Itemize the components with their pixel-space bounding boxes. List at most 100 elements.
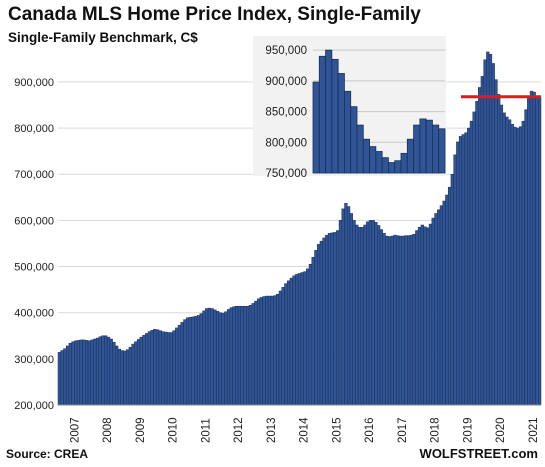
main-bar-7 xyxy=(76,340,81,406)
main-bar-78 xyxy=(270,295,274,406)
main-bar-2 xyxy=(63,348,67,406)
main-bar-11 xyxy=(87,340,91,406)
main-bar-72 xyxy=(254,300,258,406)
main-bar-125 xyxy=(398,235,403,406)
main-bar-41 xyxy=(169,332,173,406)
main-bar-93 xyxy=(311,257,315,406)
main-bar-102 xyxy=(336,230,340,406)
main-bar-141 xyxy=(442,200,446,406)
inset-bar-11 xyxy=(381,157,389,174)
main-bar-37 xyxy=(158,330,162,406)
main-bar-17 xyxy=(104,335,108,406)
main-bar-172 xyxy=(527,96,531,406)
main-bar-108 xyxy=(352,220,356,406)
main-bar-130 xyxy=(412,233,416,406)
inset-bar-18 xyxy=(425,119,433,174)
main-x-tick-label: 2008 xyxy=(102,417,114,443)
main-bar-119 xyxy=(382,233,386,406)
main-bar-63 xyxy=(229,307,233,406)
main-bar-34 xyxy=(150,329,154,406)
main-bar-106 xyxy=(347,206,351,406)
inset-bar-17 xyxy=(419,118,427,174)
inset-bar-10 xyxy=(375,151,383,174)
main-y-tick-label: 300,000 xyxy=(14,354,54,366)
main-bar-54 xyxy=(205,308,209,406)
main-bar-161 xyxy=(497,94,501,406)
main-bar-150 xyxy=(467,127,471,406)
main-bar-47 xyxy=(186,317,190,406)
main-bar-3 xyxy=(65,345,70,406)
main-bar-35 xyxy=(153,329,157,406)
main-bar-87 xyxy=(295,274,299,406)
main-bar-23 xyxy=(120,350,124,406)
main-bar-175 xyxy=(535,95,539,406)
main-bar-71 xyxy=(251,303,255,406)
inset-bar-15 xyxy=(406,138,414,174)
main-bar-18 xyxy=(106,336,111,406)
inset-y-tick-label: 750,000 xyxy=(265,168,307,180)
main-bar-115 xyxy=(371,220,375,406)
main-bar-46 xyxy=(183,319,187,406)
chart-title: Canada MLS Home Price Index, Single-Fami… xyxy=(8,4,421,25)
main-x-tick-label: 2015 xyxy=(331,417,343,443)
main-bar-60 xyxy=(221,312,225,406)
main-bar-139 xyxy=(437,209,441,406)
inset-chart: 750,000 800,000 850,000 900,000 950,000 xyxy=(253,36,446,180)
main-bar-38 xyxy=(161,331,165,406)
main-bar-126 xyxy=(401,235,405,406)
main-bar-171 xyxy=(524,109,528,406)
inset-bar-19 xyxy=(432,124,440,174)
main-bar-170 xyxy=(521,120,525,406)
main-bar-62 xyxy=(226,309,231,406)
main-bar-51 xyxy=(196,315,201,406)
main-bar-154 xyxy=(477,87,482,406)
main-x-tick-label: 2013 xyxy=(266,417,278,443)
main-bar-124 xyxy=(396,235,400,406)
main-bar-140 xyxy=(439,205,444,406)
main-bar-75 xyxy=(262,296,266,406)
main-bar-123 xyxy=(393,234,397,406)
main-bar-36 xyxy=(155,329,160,406)
main-y-tick-label: 900,000 xyxy=(14,77,54,89)
main-bar-94 xyxy=(314,250,318,406)
inset-bar-7 xyxy=(356,124,364,174)
main-x-tick-label: 2016 xyxy=(364,417,376,443)
main-bar-138 xyxy=(434,213,438,406)
main-x-tick-label: 2011 xyxy=(200,418,212,443)
main-y-tick-label: 400,000 xyxy=(14,308,54,320)
inset-bar-0 xyxy=(312,81,320,174)
main-bar-129 xyxy=(409,234,413,406)
inset-bar-3 xyxy=(331,58,339,174)
main-bar-113 xyxy=(366,221,370,406)
main-bar-56 xyxy=(210,308,214,406)
main-x-tick-label: 2009 xyxy=(135,417,147,443)
main-bar-116 xyxy=(374,221,378,406)
main-x-tick-label: 2010 xyxy=(168,417,180,443)
main-bar-110 xyxy=(357,227,362,406)
main-bar-142 xyxy=(445,194,449,406)
main-bar-27 xyxy=(131,343,135,406)
main-bar-176 xyxy=(538,96,542,406)
main-bar-97 xyxy=(322,237,326,406)
main-bar-40 xyxy=(166,332,171,406)
main-bar-153 xyxy=(475,101,479,406)
inset-bar-8 xyxy=(362,138,370,174)
main-bar-103 xyxy=(338,220,343,406)
main-bar-43 xyxy=(175,327,179,406)
main-bar-59 xyxy=(218,312,222,406)
main-bar-25 xyxy=(125,349,130,406)
main-bar-146 xyxy=(456,141,460,406)
source-note: Source: CREA xyxy=(6,447,89,461)
inset-bar-14 xyxy=(400,152,408,174)
main-bar-122 xyxy=(390,235,394,406)
main-bar-101 xyxy=(333,232,337,406)
main-bar-67 xyxy=(240,305,244,406)
main-bar-77 xyxy=(267,295,272,406)
main-bar-57 xyxy=(213,309,217,406)
main-bar-151 xyxy=(469,120,474,406)
main-bar-131 xyxy=(415,230,419,406)
main-x-tick-label: 2012 xyxy=(233,417,245,443)
main-bar-95 xyxy=(316,244,321,406)
